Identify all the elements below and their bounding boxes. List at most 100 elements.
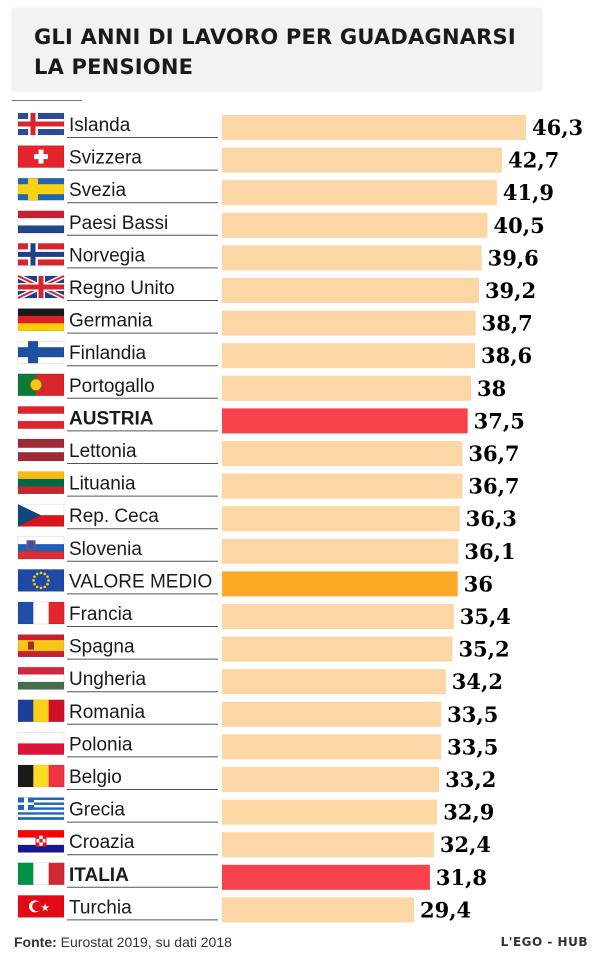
category-label: Croazia	[69, 832, 135, 853]
switzerland-flag-icon	[17, 145, 65, 168]
romania-flag-icon	[17, 699, 65, 723]
value-label: 38,7	[482, 311, 533, 336]
category-label: Belgio	[69, 767, 122, 788]
hungary-flag-icon	[17, 666, 65, 690]
value-label: 36,1	[464, 539, 515, 564]
category-label: Paesi Bassi	[69, 213, 168, 234]
value-label: 32,4	[440, 832, 491, 857]
bar-chart: Islanda 46,3 Svizzera 42,7 Svezia 41,9 Paesi B…	[16, 112, 583, 923]
latvia-flag-icon	[17, 438, 65, 462]
chart-row-germania: Germania 38,7	[17, 308, 533, 336]
chart-row-lettonia: Lettonia 36,7	[17, 438, 520, 466]
category-label: Lituania	[69, 474, 136, 495]
bar	[222, 669, 446, 695]
sweden-flag-icon	[17, 177, 65, 201]
bar	[222, 408, 468, 434]
greece-flag-icon	[17, 797, 65, 820]
lithuania-flag-icon	[17, 471, 65, 494]
chart-row-austria: AUSTRIA 37,5	[17, 406, 525, 434]
bar	[222, 441, 463, 466]
category-label: Grecia	[69, 800, 125, 821]
category-label: Regno Unito	[69, 278, 175, 299]
chart-row-lituania: Lituania 36,7	[17, 471, 520, 499]
turkey-flag-icon	[17, 895, 65, 918]
bar	[222, 147, 503, 173]
chart-row-paesi-bassi: Paesi Bassi 40,5	[17, 210, 545, 238]
chart-row-svizzera: Svizzera 42,7	[17, 145, 559, 173]
category-label: Ungheria	[69, 669, 147, 690]
source-label: Fonte:	[14, 934, 57, 950]
chart-row-portogallo: Portogallo 38	[17, 373, 506, 401]
publisher-logo: L'EGO - HUB	[500, 935, 588, 949]
iceland-flag-icon	[17, 112, 65, 136]
uk-flag-icon	[16, 273, 66, 301]
chart-row-regno-unito: Regno Unito 39,2	[16, 273, 536, 303]
category-label: Francia	[69, 604, 133, 625]
category-label: Norvegia	[69, 245, 145, 266]
bar	[222, 636, 453, 662]
top-rule	[12, 100, 82, 101]
chart-row-romania: Romania 33,5	[17, 699, 498, 727]
category-label: Turchia	[69, 897, 132, 918]
value-label: 32,9	[443, 800, 494, 825]
france-flag-icon	[17, 601, 65, 625]
chart-row-finlandia: Finlandia 38,6	[17, 340, 532, 369]
value-label: 31,8	[436, 865, 487, 890]
bar	[222, 310, 476, 336]
category-label: Germania	[69, 311, 153, 332]
category-label: Svezia	[69, 180, 126, 201]
value-label: 46,3	[532, 115, 583, 140]
spain-flag-icon	[17, 634, 65, 657]
netherlands-flag-icon	[17, 210, 65, 234]
value-label: 33,5	[447, 734, 498, 759]
value-label: 33,5	[447, 702, 498, 727]
category-label: AUSTRIA	[69, 408, 154, 429]
value-label: 38	[477, 376, 506, 401]
source-note: Fonte: Eurostat 2019, su dati 2018	[14, 934, 232, 950]
bar	[222, 115, 526, 140]
value-label: 36,3	[466, 506, 517, 531]
bar	[222, 212, 488, 238]
value-label: 42,7	[508, 148, 559, 173]
chart-row-belgio: Belgio 33,2	[17, 764, 496, 792]
source-text: Eurostat 2019, su dati 2018	[56, 934, 232, 950]
value-label: 41,9	[503, 180, 554, 205]
bar	[222, 506, 460, 532]
value-label: 39,6	[488, 245, 539, 270]
value-label: 33,2	[445, 767, 496, 792]
chart-row-ungheria: Ungheria 34,2	[17, 666, 503, 695]
slovenia-flag-icon	[17, 536, 65, 560]
portugal-flag-icon	[17, 373, 65, 397]
value-label: 29,4	[420, 897, 471, 922]
value-label: 35,4	[460, 604, 511, 629]
bar	[222, 832, 434, 858]
finland-flag-icon	[17, 340, 65, 364]
bar	[222, 864, 430, 890]
italy-flag-icon	[17, 862, 65, 886]
belgium-flag-icon	[17, 764, 65, 788]
bar	[222, 604, 454, 629]
category-label: Lettonia	[69, 441, 137, 462]
value-label: 39,2	[485, 278, 536, 303]
norway-flag-icon	[17, 243, 65, 266]
austria-flag-icon	[17, 406, 65, 429]
category-label: Rep. Ceca	[69, 506, 159, 527]
value-label: 35,2	[458, 637, 509, 662]
chart-row-svezia: Svezia 41,9	[17, 177, 554, 206]
category-label: Polonia	[69, 734, 133, 755]
chart-row-rep-ceca: Rep. Ceca 36,3	[17, 503, 517, 532]
category-label: VALORE MEDIO	[69, 571, 212, 592]
chart-row-valore-medio: VALORE MEDIO 36	[17, 569, 493, 597]
value-label: 40,5	[494, 213, 545, 238]
croatia-flag-icon	[17, 829, 65, 853]
bar	[222, 538, 459, 564]
bar	[222, 180, 497, 206]
chart-row-turchia: Turchia 29,4	[17, 895, 471, 923]
chart-row-spagna: Spagna 35,2	[17, 634, 510, 662]
category-label: Romania	[69, 702, 145, 723]
chart-row-slovenia: Slovenia 36,1	[17, 536, 516, 564]
bar	[222, 767, 440, 792]
category-label: Svizzera	[69, 148, 142, 169]
poland-flag-icon	[17, 732, 65, 755]
bar	[222, 571, 458, 597]
